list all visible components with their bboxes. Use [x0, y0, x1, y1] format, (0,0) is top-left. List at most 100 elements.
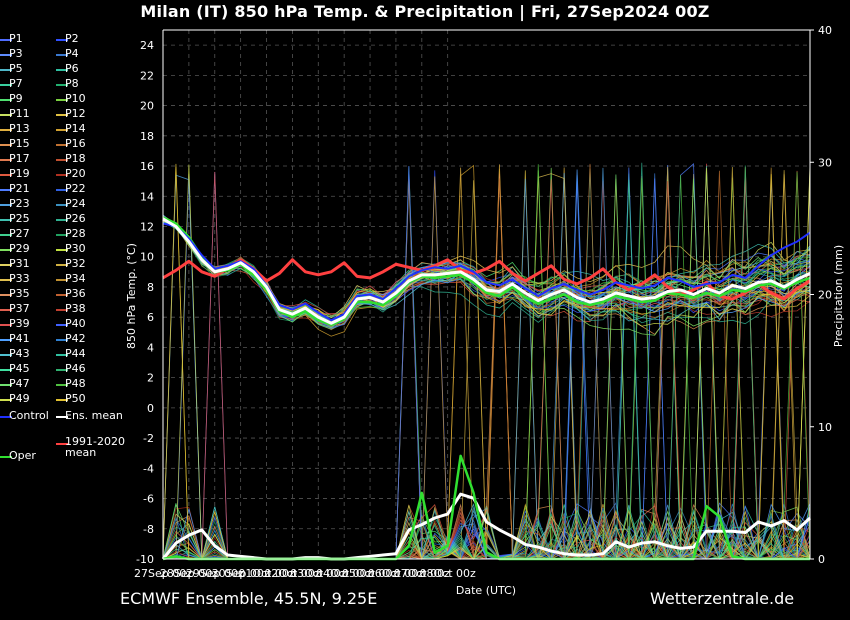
- legend-label: P37: [9, 302, 30, 315]
- legend-label: P28: [65, 227, 86, 240]
- legend-swatch: [0, 189, 12, 191]
- legend-swatch: [56, 159, 68, 161]
- legend-label: P18: [65, 152, 86, 165]
- y-tick-label: 20: [140, 100, 154, 113]
- legend-label: 1991-2020 mean: [65, 435, 125, 459]
- legend-swatch: [56, 99, 68, 101]
- y-tick-label: -6: [143, 493, 154, 506]
- legend-label: P7: [9, 77, 23, 90]
- legend-swatch: [0, 369, 12, 371]
- legend-swatch: [56, 324, 68, 326]
- y2-tick-label: 0: [818, 553, 825, 566]
- legend-label: P42: [65, 332, 86, 345]
- legend-swatch: [56, 39, 68, 41]
- x-tick-label: 03Oct 00z: [290, 567, 347, 580]
- legend-swatch: [56, 309, 68, 311]
- y-tick-label: 22: [140, 69, 154, 82]
- x-tick-label: 07Oct 00z: [394, 567, 451, 580]
- member-temp-line: [162, 216, 811, 326]
- legend-label: P22: [65, 182, 86, 195]
- legend-swatch: [0, 129, 12, 131]
- legend-label: P48: [65, 377, 86, 390]
- legend-swatch: [0, 324, 12, 326]
- legend-swatch: [0, 39, 12, 41]
- x-tick-label: 05Oct 00z: [342, 567, 399, 580]
- y-tick-label: 2: [147, 372, 154, 385]
- x-tick-label: 08Oct 00z: [420, 567, 477, 580]
- legend-label: P9: [9, 92, 23, 105]
- legend-swatch: [56, 144, 68, 146]
- legend-label: P23: [9, 197, 30, 210]
- legend-label: P33: [9, 272, 30, 285]
- legend-label: P14: [65, 122, 86, 135]
- x-tick-label: 02Oct 00z: [264, 567, 321, 580]
- legend-swatch: [56, 416, 68, 418]
- legend-swatch: [0, 456, 12, 458]
- legend-label: P16: [65, 137, 86, 150]
- legend-label: P38: [65, 302, 86, 315]
- legend-label: P34: [65, 272, 86, 285]
- legend-swatch: [0, 294, 12, 296]
- legend-label: P29: [9, 242, 30, 255]
- legend-label: P11: [9, 107, 30, 120]
- legend-swatch: [0, 309, 12, 311]
- legend-label: P36: [65, 287, 86, 300]
- legend-swatch: [0, 234, 12, 236]
- y2-tick-label: 40: [818, 24, 832, 37]
- legend-label: P46: [65, 362, 86, 375]
- legend-label: P25: [9, 212, 30, 225]
- legend-label: P19: [9, 167, 30, 180]
- legend-label: P1: [9, 32, 23, 45]
- legend-swatch: [56, 279, 68, 281]
- legend-swatch: [56, 204, 68, 206]
- y2-tick-label: 20: [818, 289, 832, 302]
- y2-tick-label: 30: [818, 156, 832, 169]
- y-tick-label: -8: [143, 523, 154, 536]
- ensemble-member-lines: [162, 162, 811, 561]
- legend-swatch: [0, 99, 12, 101]
- legend-swatch: [0, 54, 12, 56]
- chart-title: Milan (IT) 850 hPa Temp. & Precipitation…: [140, 2, 710, 21]
- legend-label: P32: [65, 257, 86, 270]
- y-tick-label: -2: [143, 432, 154, 445]
- y2-tick-label: 10: [818, 421, 832, 434]
- chart-legend: P1 P2 P3 P4 P5 P6 P7 P8 P9 P10 P11 P12 P13 P14 P15 P16 P…: [0, 32, 130, 472]
- legend-label: P26: [65, 212, 86, 225]
- legend-swatch: [56, 369, 68, 371]
- legend-swatch: [0, 399, 12, 401]
- legend-label: P50: [65, 392, 86, 405]
- y-tick-label: 0: [147, 402, 154, 415]
- legend-swatch: [0, 354, 12, 356]
- legend-swatch: [56, 219, 68, 221]
- legend-label: P44: [65, 347, 86, 360]
- legend-swatch: [56, 399, 68, 401]
- legend-swatch: [56, 339, 68, 341]
- legend-label: P13: [9, 122, 30, 135]
- legend-swatch: [56, 84, 68, 86]
- legend-label: P40: [65, 317, 86, 330]
- grid-lines: [162, 30, 810, 560]
- legend-label: P45: [9, 362, 30, 375]
- legend-swatch: [0, 339, 12, 341]
- y-tick-label: -4: [143, 462, 154, 475]
- legend-label: P41: [9, 332, 30, 345]
- y-tick-label: 4: [147, 341, 154, 354]
- legend-swatch: [56, 54, 68, 56]
- site-label: Wetterzentrale.de: [650, 589, 795, 608]
- legend-label: P43: [9, 347, 30, 360]
- legend-label: P10: [65, 92, 86, 105]
- legend-swatch: [56, 114, 68, 116]
- legend-label: P15: [9, 137, 30, 150]
- legend-swatch: [0, 114, 12, 116]
- legend-label: P8: [65, 77, 79, 90]
- legend-swatch: [0, 219, 12, 221]
- y-tick-label: 12: [140, 220, 154, 233]
- legend-label: P6: [65, 62, 79, 75]
- legend-label: Ens. mean: [65, 409, 123, 422]
- legend-swatch: [56, 294, 68, 296]
- x-tick-label: 01Oct 00z: [238, 567, 295, 580]
- legend-swatch: [0, 69, 12, 71]
- legend-swatch: [56, 443, 68, 445]
